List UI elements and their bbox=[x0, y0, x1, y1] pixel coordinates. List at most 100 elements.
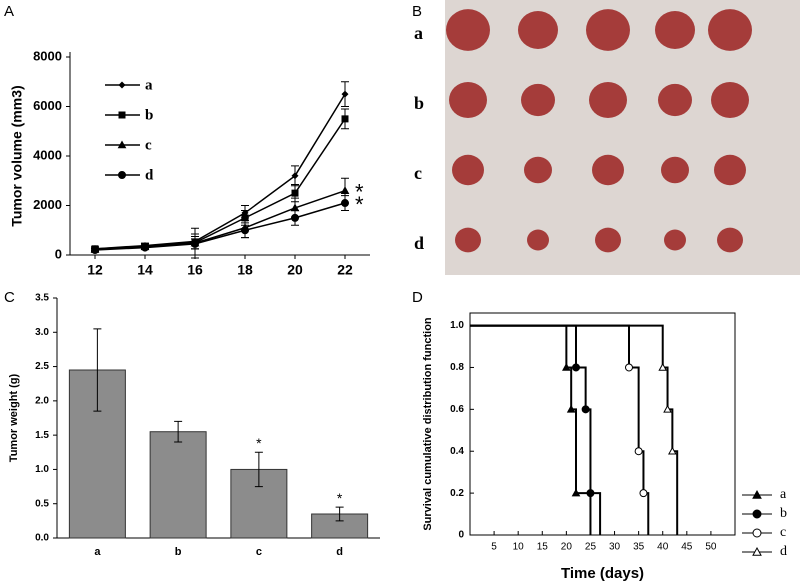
y-tick-label: 0.8 bbox=[450, 362, 464, 373]
x-tick-label: 16 bbox=[187, 262, 203, 278]
legend-label: a bbox=[145, 77, 153, 93]
bar bbox=[68, 369, 126, 539]
tumor bbox=[452, 154, 484, 186]
annotation: * bbox=[355, 179, 364, 204]
plot-frame bbox=[469, 312, 736, 536]
legend-label: c bbox=[145, 137, 152, 153]
x-tick-label: 18 bbox=[237, 262, 253, 278]
marker bbox=[562, 362, 571, 371]
tumor bbox=[658, 83, 692, 117]
tumor bbox=[449, 81, 487, 119]
marker bbox=[91, 246, 99, 255]
x-tick-label: 10 bbox=[513, 542, 525, 553]
marker bbox=[191, 239, 199, 248]
marker bbox=[291, 189, 299, 197]
y-tick-label: 1.0 bbox=[450, 320, 464, 331]
legend-label: b bbox=[145, 107, 153, 123]
x-tick-label: 14 bbox=[137, 262, 153, 278]
marker bbox=[341, 90, 349, 98]
marker bbox=[581, 405, 590, 414]
marker bbox=[634, 447, 643, 456]
tumor bbox=[527, 229, 549, 251]
marker bbox=[571, 488, 581, 497]
survival-line bbox=[470, 324, 679, 535]
marker bbox=[291, 213, 299, 222]
line bbox=[94, 202, 346, 251]
tumor bbox=[524, 156, 552, 184]
marker bbox=[663, 404, 672, 413]
survival-line bbox=[470, 324, 592, 535]
x-tick-label: a bbox=[94, 546, 101, 558]
marker bbox=[566, 404, 576, 413]
y-tick-label: 3.0 bbox=[35, 327, 49, 338]
survival-line bbox=[470, 324, 650, 535]
x-axis-label: Time (days) bbox=[561, 565, 644, 582]
marker bbox=[291, 172, 299, 180]
tumor bbox=[664, 229, 686, 251]
marker bbox=[141, 243, 149, 252]
survival-line bbox=[470, 324, 602, 535]
row-label: d bbox=[414, 233, 424, 253]
marker bbox=[241, 226, 249, 235]
error-bar bbox=[93, 328, 102, 412]
y-axis-label: Survival cumulative distribution functio… bbox=[422, 317, 434, 531]
marker bbox=[752, 489, 762, 499]
panel-label: A bbox=[4, 3, 14, 20]
marker bbox=[639, 489, 648, 498]
tumor bbox=[661, 156, 689, 184]
x-tick-label: 12 bbox=[87, 262, 103, 278]
y-axis-label: Tumor volume (mm3) bbox=[9, 85, 25, 226]
tumor bbox=[711, 81, 749, 119]
legend-label: c bbox=[780, 525, 786, 540]
marker bbox=[752, 528, 762, 538]
y-tick-label: 4000 bbox=[33, 147, 62, 162]
marker bbox=[341, 115, 349, 123]
x-tick-label: 22 bbox=[337, 262, 353, 278]
x-tick-label: 15 bbox=[537, 542, 549, 553]
y-tick-label: 2000 bbox=[33, 197, 62, 212]
marker bbox=[572, 363, 580, 372]
y-axis-label: Tumor weight (g) bbox=[8, 373, 20, 462]
panel-label: D bbox=[412, 289, 423, 306]
x-tick-label: 20 bbox=[287, 262, 303, 278]
y-tick-label: 0.6 bbox=[450, 404, 464, 415]
tumor bbox=[589, 81, 627, 119]
tumor bbox=[521, 83, 555, 117]
legend-label: d bbox=[780, 544, 787, 559]
y-tick-label: 0.5 bbox=[35, 498, 49, 509]
x-tick-label: 30 bbox=[609, 542, 621, 553]
x-tick-label: 45 bbox=[681, 542, 693, 553]
y-tick-label: 0.0 bbox=[35, 533, 49, 544]
tumor bbox=[446, 9, 490, 51]
y-tick-label: 0.4 bbox=[450, 446, 464, 457]
y-tick-label: 0 bbox=[458, 530, 464, 541]
row-label: b bbox=[414, 93, 424, 113]
marker bbox=[118, 171, 126, 179]
legend-label: b bbox=[780, 506, 787, 521]
x-tick-label: 40 bbox=[657, 542, 669, 553]
x-tick-label: b bbox=[175, 546, 182, 558]
tumor bbox=[586, 9, 630, 51]
panel-label: B bbox=[412, 3, 422, 20]
x-tick-label: 20 bbox=[561, 542, 573, 553]
x-tick-label: c bbox=[256, 546, 262, 558]
row-label: c bbox=[414, 163, 422, 183]
tumor bbox=[655, 11, 695, 49]
x-tick-label: d bbox=[336, 546, 343, 558]
y-tick-label: 2.0 bbox=[35, 395, 49, 406]
x-tick-label: 50 bbox=[705, 542, 717, 553]
marker bbox=[340, 186, 350, 194]
x-tick-label: 35 bbox=[633, 542, 645, 553]
y-tick-label: 2.5 bbox=[35, 361, 49, 372]
annotation: * bbox=[355, 192, 364, 217]
annotation: * bbox=[337, 490, 343, 506]
tumor bbox=[717, 227, 743, 253]
marker bbox=[117, 140, 127, 149]
marker bbox=[658, 362, 668, 371]
line bbox=[94, 118, 346, 250]
x-tick-label: 25 bbox=[585, 542, 597, 553]
marker bbox=[118, 81, 126, 89]
marker bbox=[586, 489, 595, 498]
tumor bbox=[714, 154, 746, 186]
